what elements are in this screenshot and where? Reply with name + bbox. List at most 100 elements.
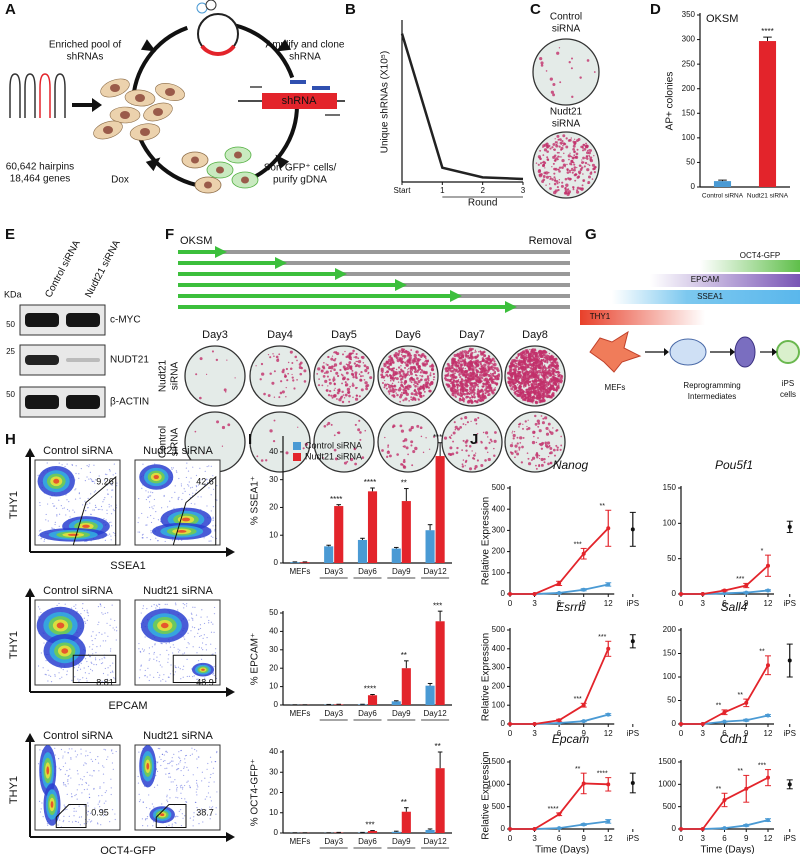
significance: *	[761, 548, 764, 555]
colony	[550, 431, 554, 435]
event	[151, 803, 153, 805]
y-tick-label: 10	[269, 682, 278, 691]
event	[182, 653, 184, 655]
event	[169, 789, 171, 791]
colony	[545, 70, 548, 72]
colony	[486, 451, 489, 454]
colony	[256, 455, 259, 458]
colony	[556, 367, 559, 371]
chart-title: OKSM	[706, 13, 738, 25]
event	[49, 497, 51, 499]
arrow-head	[145, 157, 161, 172]
colony	[357, 357, 360, 360]
colony	[541, 421, 545, 425]
colony	[484, 372, 488, 376]
event	[103, 606, 106, 609]
bar	[391, 701, 401, 705]
colony	[548, 445, 551, 448]
colony	[467, 362, 471, 365]
event	[180, 792, 182, 794]
colony	[465, 439, 469, 443]
label: Enriched pool of	[49, 40, 121, 51]
event	[184, 755, 187, 757]
colony	[471, 371, 474, 375]
event	[74, 750, 76, 752]
event	[180, 770, 182, 772]
colony	[465, 424, 467, 426]
event	[175, 796, 177, 799]
colony	[289, 367, 293, 371]
event	[213, 606, 216, 609]
colony	[345, 363, 348, 366]
colony	[534, 353, 538, 357]
event	[72, 509, 74, 511]
event	[80, 778, 82, 780]
event	[77, 666, 80, 668]
event	[107, 674, 109, 676]
colony	[457, 359, 460, 362]
colony	[449, 446, 453, 450]
colony	[509, 443, 514, 448]
label: Control siRNA	[43, 445, 113, 457]
colony	[452, 362, 455, 365]
event	[198, 646, 200, 648]
colony	[407, 369, 409, 371]
colony	[512, 383, 515, 386]
event	[42, 667, 44, 669]
event	[90, 513, 92, 515]
significance: **	[575, 766, 581, 773]
colony	[456, 446, 459, 450]
x-tick-label: Day6	[358, 709, 377, 718]
event	[148, 679, 150, 682]
x-label: Time (Days)	[535, 845, 589, 854]
x-tick-label: 3	[701, 599, 706, 608]
colony	[459, 356, 463, 360]
colony	[321, 384, 324, 387]
event	[140, 664, 142, 666]
event	[183, 665, 185, 667]
event	[142, 605, 145, 607]
event	[99, 806, 101, 808]
event	[149, 808, 151, 810]
colony	[463, 383, 467, 386]
event	[138, 800, 141, 803]
colony	[508, 378, 510, 381]
colony	[461, 449, 464, 452]
colony	[519, 381, 523, 385]
colony	[293, 387, 296, 390]
colony	[570, 155, 573, 158]
y-tick-label: 300	[682, 35, 696, 44]
event	[106, 678, 108, 680]
colony	[531, 367, 534, 371]
colony	[354, 371, 358, 375]
colony	[456, 370, 459, 374]
event	[180, 759, 182, 762]
colony	[449, 378, 452, 381]
event	[116, 630, 118, 632]
event	[154, 644, 156, 646]
event	[194, 503, 196, 505]
colony	[560, 435, 562, 438]
event	[76, 798, 78, 800]
colony	[457, 355, 460, 358]
x-tick-label: Day3	[324, 567, 343, 576]
colony	[302, 447, 305, 450]
colony	[404, 350, 408, 354]
colony	[352, 396, 354, 399]
event	[102, 613, 104, 615]
colony	[334, 357, 337, 360]
colony	[531, 379, 535, 383]
event	[171, 757, 173, 759]
colony	[421, 375, 424, 378]
event	[138, 497, 140, 500]
colony	[348, 400, 351, 403]
event	[64, 809, 66, 811]
arrow-head	[664, 348, 669, 356]
colony	[549, 147, 552, 150]
colony	[583, 165, 586, 168]
colony	[455, 380, 458, 383]
colony	[448, 436, 452, 439]
event	[98, 621, 100, 623]
x-tick-label: 6	[557, 729, 562, 738]
colony	[482, 393, 484, 395]
